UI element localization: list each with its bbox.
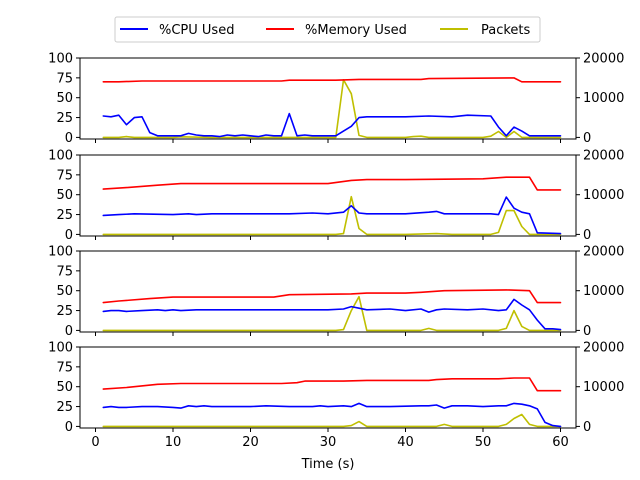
legend-label-cpu: %CPU Used — [159, 23, 234, 38]
x-tick-label: 60 — [552, 435, 569, 450]
x-tick-label: 40 — [397, 435, 414, 450]
right-tick-label: 20000 — [583, 149, 624, 164]
panel-3: 0 25 50 75 100 0 10000 20000 — [48, 245, 624, 339]
right-tick-label: 0 — [583, 131, 591, 146]
left-tick-label: 75 — [56, 168, 73, 183]
right-tick-label: 0 — [583, 420, 591, 435]
left-tick-label: 100 — [48, 245, 73, 260]
x-tick-label: 20 — [242, 435, 259, 450]
right-tick-label: 10000 — [583, 91, 624, 106]
right-tick-label: 20000 — [583, 341, 624, 356]
left-tick-label: 75 — [56, 360, 73, 375]
series-cpu-line — [102, 112, 562, 138]
left-tick-label: 50 — [56, 188, 73, 203]
left-tick-label: 50 — [56, 284, 73, 299]
left-tick-label: 100 — [48, 52, 73, 67]
x-tick-label: 0 — [91, 435, 99, 450]
series-memory-line — [102, 377, 562, 392]
series-packets-line — [102, 195, 562, 236]
series-cpu-line — [102, 402, 562, 428]
left-tick-label: 0 — [65, 324, 73, 339]
left-tick-label: 75 — [56, 71, 73, 86]
right-tick-label: 0 — [583, 228, 591, 243]
left-tick-label: 100 — [48, 341, 73, 356]
left-tick-label: 50 — [56, 380, 73, 395]
panel-2: 0 25 50 75 100 0 10000 20000 — [48, 149, 624, 243]
right-tick-label: 10000 — [583, 284, 624, 299]
right-tick-label: 0 — [583, 324, 591, 339]
legend-label-packets: Packets — [481, 23, 531, 38]
left-tick-label: 25 — [56, 208, 73, 223]
right-tick-label: 20000 — [583, 52, 624, 67]
legend-frame — [114, 16, 541, 43]
left-tick-label: 25 — [56, 304, 73, 319]
series-memory-line — [102, 176, 562, 191]
right-tick-label: 10000 — [583, 380, 624, 395]
panel-1: 0 25 50 75 100 0 10000 20000 — [48, 52, 624, 146]
right-tick-label: 20000 — [583, 245, 624, 260]
series-memory-line — [102, 77, 562, 83]
series-memory-line — [102, 289, 562, 304]
x-tick-label: 30 — [320, 435, 337, 450]
left-tick-label: 75 — [56, 264, 73, 279]
x-axis-label: Time (s) — [301, 457, 355, 472]
series-packets-line — [102, 79, 562, 139]
legend-label-memory: %Memory Used — [305, 23, 407, 38]
panels: 0255075100010000200000255075100010000200… — [48, 52, 624, 451]
series-packets-line — [102, 413, 562, 428]
left-tick-label: 25 — [56, 400, 73, 415]
left-tick-label: 0 — [65, 131, 73, 146]
series-cpu-line — [102, 298, 562, 331]
left-tick-label: 0 — [65, 228, 73, 243]
series-packets-line — [102, 295, 562, 332]
left-tick-label: 0 — [65, 420, 73, 435]
left-tick-label: 25 — [56, 111, 73, 126]
right-tick-label: 10000 — [583, 188, 624, 203]
x-tick-label: 10 — [165, 435, 182, 450]
x-tick-label: 50 — [475, 435, 492, 450]
left-tick-label: 50 — [56, 91, 73, 106]
series-cpu-line — [102, 196, 562, 235]
left-tick-label: 100 — [48, 149, 73, 164]
panel-4: 0 25 50 75 100 0 10000 20000 0 10 20 30 40 50 60 — [48, 341, 624, 451]
legend: %CPU Used %Memory Used Packets — [114, 16, 541, 43]
